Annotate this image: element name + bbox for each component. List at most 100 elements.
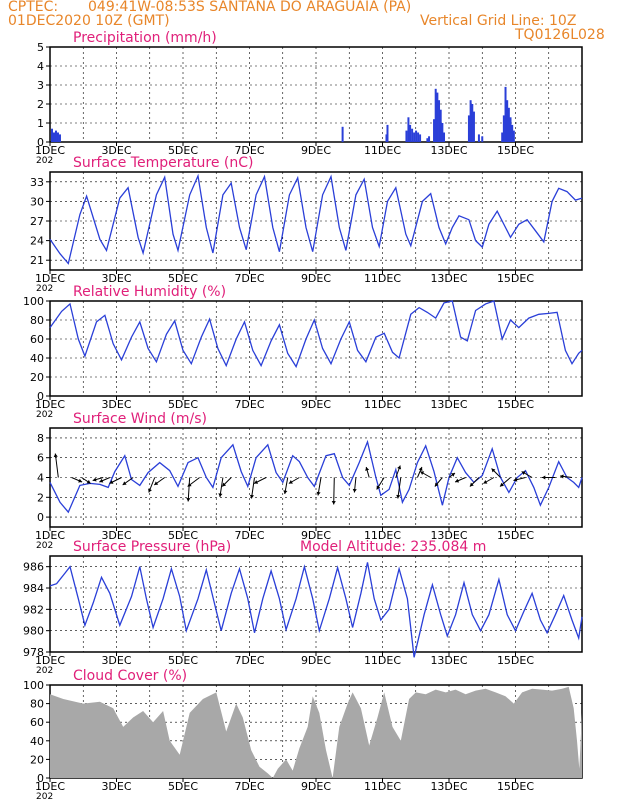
pres-xtick-label: 9DEC — [301, 654, 331, 667]
temp-series-line — [49, 173, 583, 265]
rh-xtick-label: 13DEC — [430, 398, 467, 411]
cloud-ytick-label: 0 — [37, 772, 44, 785]
rh-xtick-label: 1DEC — [35, 398, 65, 411]
cloud-title: Cloud Cover (%) — [73, 668, 187, 684]
wind-vector-head — [397, 465, 402, 470]
pres-xtick-label: 15DEC — [497, 654, 534, 667]
precip-xtick-label: 13DEC — [430, 144, 467, 157]
model-altitude-label: Model Altitude: 235.084 m — [300, 539, 486, 555]
cloud-xtick-label: 15DEC — [497, 780, 534, 793]
temp-xtick-label: 7DEC — [234, 272, 264, 285]
precip-xtick-label: 15DEC — [497, 144, 534, 157]
precip-xtick-label: 7DEC — [234, 144, 264, 157]
cloud-xtick-label: 7DEC — [234, 780, 264, 793]
precip-bar — [419, 134, 422, 142]
wind-xtick-label: 15DEC — [497, 529, 534, 542]
pres-xtick-label: 7DEC — [234, 654, 264, 667]
rh-title: Relative Humidity (%) — [73, 284, 226, 300]
wind-xtick-label: 11DEC — [364, 529, 401, 542]
precip-bar — [477, 134, 480, 142]
cloud-year-label: 202 — [36, 792, 53, 800]
pres-series-line — [49, 562, 583, 658]
precip-ytick-label: 4 — [37, 60, 44, 73]
wind-xtick-label: 7DEC — [234, 529, 264, 542]
wind-year-label: 202 — [36, 541, 53, 551]
wind-title: Surface Wind (m/s) — [73, 411, 207, 427]
wind-vector-head — [513, 477, 518, 482]
wind-ytick-label: 6 — [37, 452, 44, 465]
wind-vector-head — [434, 482, 439, 487]
temp-xtick-label: 1DEC — [35, 272, 65, 285]
wind-vector-head — [92, 477, 97, 482]
wind-vector-head — [283, 490, 288, 494]
cloud-ytick-label: 20 — [30, 753, 44, 766]
precip-bar — [471, 104, 474, 142]
pres-ytick-label: 982 — [23, 603, 44, 616]
temp-ytick-label: 33 — [30, 176, 44, 189]
wind-vector — [397, 477, 402, 499]
precip-bar — [469, 100, 472, 142]
wind-vector — [54, 453, 59, 478]
precip-bar — [467, 115, 470, 142]
precip-title: Precipitation (mm/h) — [73, 30, 217, 46]
rh-xtick-label: 15DEC — [497, 398, 534, 411]
rh-xtick-label: 3DEC — [101, 398, 131, 411]
precip-bar — [386, 124, 389, 142]
wind-vector-head — [376, 485, 381, 490]
header-grid-note: Vertical Grid Line: 10Z — [420, 13, 577, 29]
precip-bar — [415, 130, 418, 142]
wind-vector-head — [420, 471, 425, 475]
wind-vector-head — [418, 467, 423, 471]
precip-bar — [443, 132, 446, 142]
wind-ytick-label: 0 — [37, 511, 44, 524]
pres-xtick-label: 11DEC — [364, 654, 401, 667]
wind-vector-head — [109, 480, 114, 484]
precip-bar — [407, 117, 410, 142]
cloud-ytick-label: 100 — [23, 679, 44, 692]
wind-xtick-label: 9DEC — [301, 529, 331, 542]
temp-ytick-label: 24 — [30, 235, 44, 248]
wind-vector — [250, 477, 255, 499]
wind-vector-head — [541, 475, 546, 480]
wind-vector-head — [218, 493, 223, 497]
pres-title: Surface Pressure (hPa) — [73, 539, 231, 555]
wind-vector — [333, 477, 335, 505]
wind-ytick-label: 2 — [37, 491, 44, 504]
precip-bar — [436, 92, 439, 142]
pres-xtick-label: 5DEC — [168, 654, 198, 667]
header: CPTEC: 049:41W-08:53S SANTANA DO ARAGUAI… — [0, 0, 618, 45]
wind-vector — [187, 477, 191, 502]
precip-xtick-label: 11DEC — [364, 144, 401, 157]
precip-bar — [441, 123, 444, 142]
precip-ytick-label: 3 — [37, 79, 44, 92]
precip-bar — [434, 88, 437, 142]
precip-bar — [504, 86, 507, 142]
precip-bar — [501, 132, 504, 142]
wind-vector-head — [288, 480, 293, 484]
wind-ytick-label: 8 — [37, 432, 44, 445]
cloud-ytick-label: 40 — [30, 735, 44, 748]
pres-xtick-label: 3DEC — [101, 654, 131, 667]
temp-xtick-label: 5DEC — [168, 272, 198, 285]
precip-bar — [54, 130, 57, 142]
wind-vector-head — [316, 491, 321, 496]
temp-ytick-label: 27 — [30, 215, 44, 228]
pres-year-label: 202 — [36, 666, 53, 676]
wind-vector-head — [500, 482, 504, 487]
wind-vector-head — [469, 482, 474, 487]
precip-bar — [341, 126, 344, 142]
precip-bar — [428, 136, 431, 142]
temp-xtick-label: 9DEC — [301, 272, 331, 285]
precip-bar — [511, 124, 514, 142]
wind-vector-head — [483, 480, 488, 484]
precip-bar — [50, 128, 53, 142]
cloud-xtick-label: 11DEC — [364, 780, 401, 793]
pres-ytick-label: 986 — [23, 561, 44, 574]
rh-series-line — [49, 300, 583, 369]
precip-bar — [512, 130, 515, 142]
precip-bar — [507, 107, 510, 142]
wind-xtick-label: 13DEC — [430, 529, 467, 542]
wind-vector-head — [99, 478, 104, 483]
wind-vector-head — [254, 480, 259, 484]
